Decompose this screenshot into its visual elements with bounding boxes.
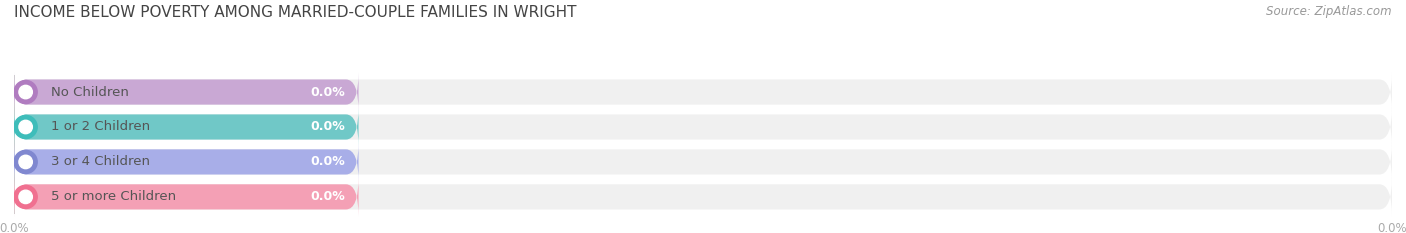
FancyBboxPatch shape [14,108,1392,146]
Text: Source: ZipAtlas.com: Source: ZipAtlas.com [1267,5,1392,18]
Text: 0.0%: 0.0% [309,86,344,99]
Ellipse shape [18,120,32,134]
FancyBboxPatch shape [14,143,1392,181]
Ellipse shape [18,85,32,99]
FancyBboxPatch shape [14,178,1392,216]
Text: 3 or 4 Children: 3 or 4 Children [51,155,150,168]
FancyBboxPatch shape [14,143,359,181]
Ellipse shape [18,190,32,204]
FancyBboxPatch shape [14,73,1392,111]
Ellipse shape [14,115,37,139]
FancyBboxPatch shape [14,73,359,111]
Text: 5 or more Children: 5 or more Children [51,190,176,203]
Text: INCOME BELOW POVERTY AMONG MARRIED-COUPLE FAMILIES IN WRIGHT: INCOME BELOW POVERTY AMONG MARRIED-COUPL… [14,5,576,20]
FancyBboxPatch shape [14,178,359,216]
Ellipse shape [14,80,37,104]
FancyBboxPatch shape [14,108,359,146]
Ellipse shape [14,150,37,174]
Ellipse shape [18,155,32,169]
Text: 0.0%: 0.0% [309,120,344,134]
Ellipse shape [14,185,37,209]
Text: 1 or 2 Children: 1 or 2 Children [51,120,150,134]
Text: 0.0%: 0.0% [309,190,344,203]
Text: 0.0%: 0.0% [309,155,344,168]
Text: No Children: No Children [51,86,129,99]
